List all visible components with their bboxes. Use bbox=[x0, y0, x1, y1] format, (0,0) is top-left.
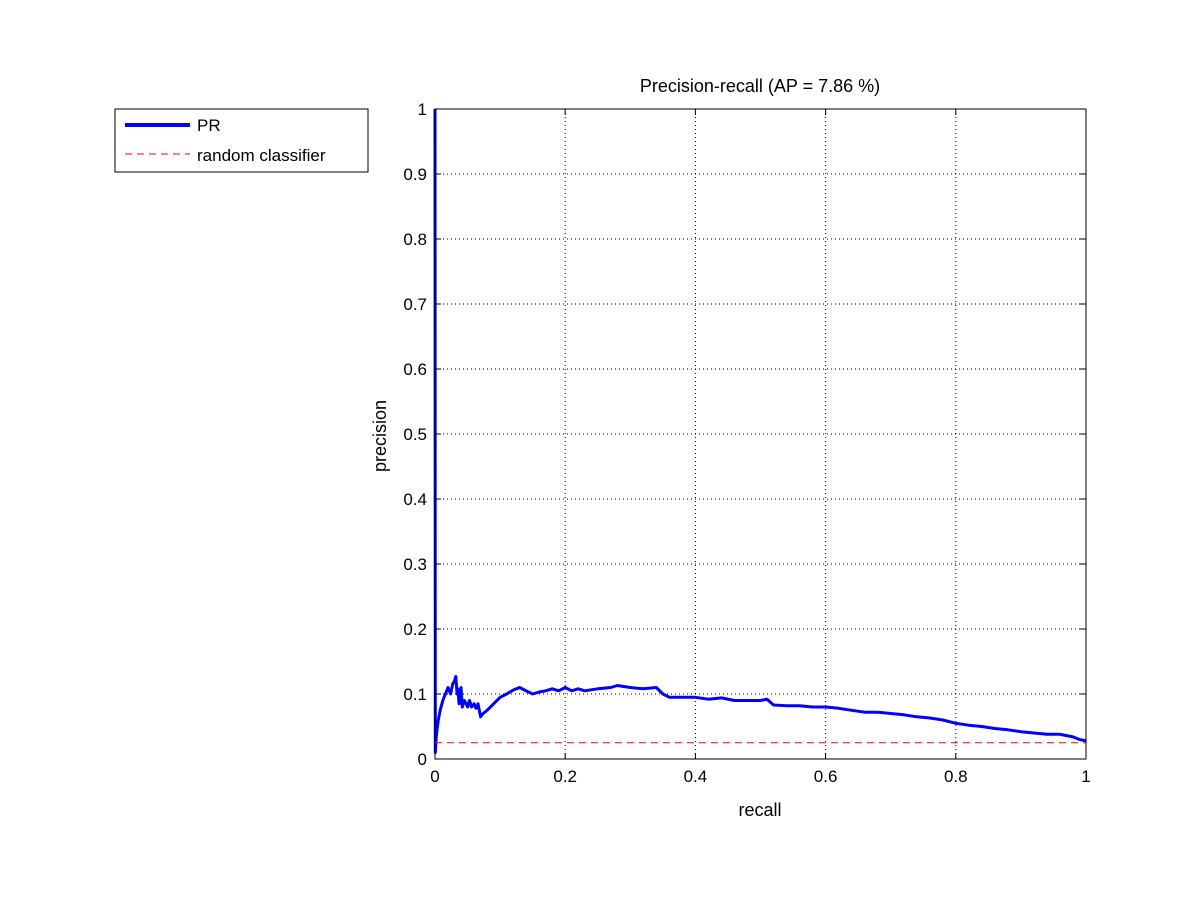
y-tick-label-6: 0.6 bbox=[403, 360, 427, 379]
y-tick-label-0: 0 bbox=[418, 750, 427, 769]
x-tick-label-1: 0.2 bbox=[553, 767, 577, 786]
x-tick-label-3: 0.6 bbox=[814, 767, 838, 786]
x-tick-label-0: 0 bbox=[430, 767, 439, 786]
legend-random-label: random classifier bbox=[197, 146, 326, 165]
y-tick-label-5: 0.5 bbox=[403, 425, 427, 444]
x-tick-label-5: 1 bbox=[1081, 767, 1090, 786]
plot-area: 0 0.2 0.4 0.6 0.8 1 0 0.1 0.2 0.3 0.4 0.5 0.6 0.7 0.8 0… bbox=[403, 100, 1090, 786]
y-tick-label-2: 0.2 bbox=[403, 620, 427, 639]
y-tick-label-3: 0.3 bbox=[403, 555, 427, 574]
y-tick-label-4: 0.4 bbox=[403, 490, 427, 509]
y-tick-label-1: 0.1 bbox=[403, 685, 427, 704]
plot-background bbox=[435, 109, 1086, 759]
series-line-pr bbox=[433, 108, 1087, 754]
y-tick-label-10: 1 bbox=[418, 100, 427, 119]
legend: PR random classifier bbox=[114, 108, 369, 173]
y-tick-label-7: 0.7 bbox=[403, 295, 427, 314]
chart-title: Precision-recall (AP = 7.86 %) bbox=[640, 76, 880, 96]
legend-box bbox=[114, 108, 369, 173]
x-tick-label-2: 0.4 bbox=[684, 767, 708, 786]
x-tick-label-4: 0.8 bbox=[944, 767, 968, 786]
y-tick-label-9: 0.9 bbox=[403, 165, 427, 184]
y-axis-label: precision bbox=[370, 400, 390, 472]
y-tick-label-8: 0.8 bbox=[403, 230, 427, 249]
x-axis-label: recall bbox=[738, 800, 781, 820]
legend-pr-label: PR bbox=[197, 116, 221, 135]
